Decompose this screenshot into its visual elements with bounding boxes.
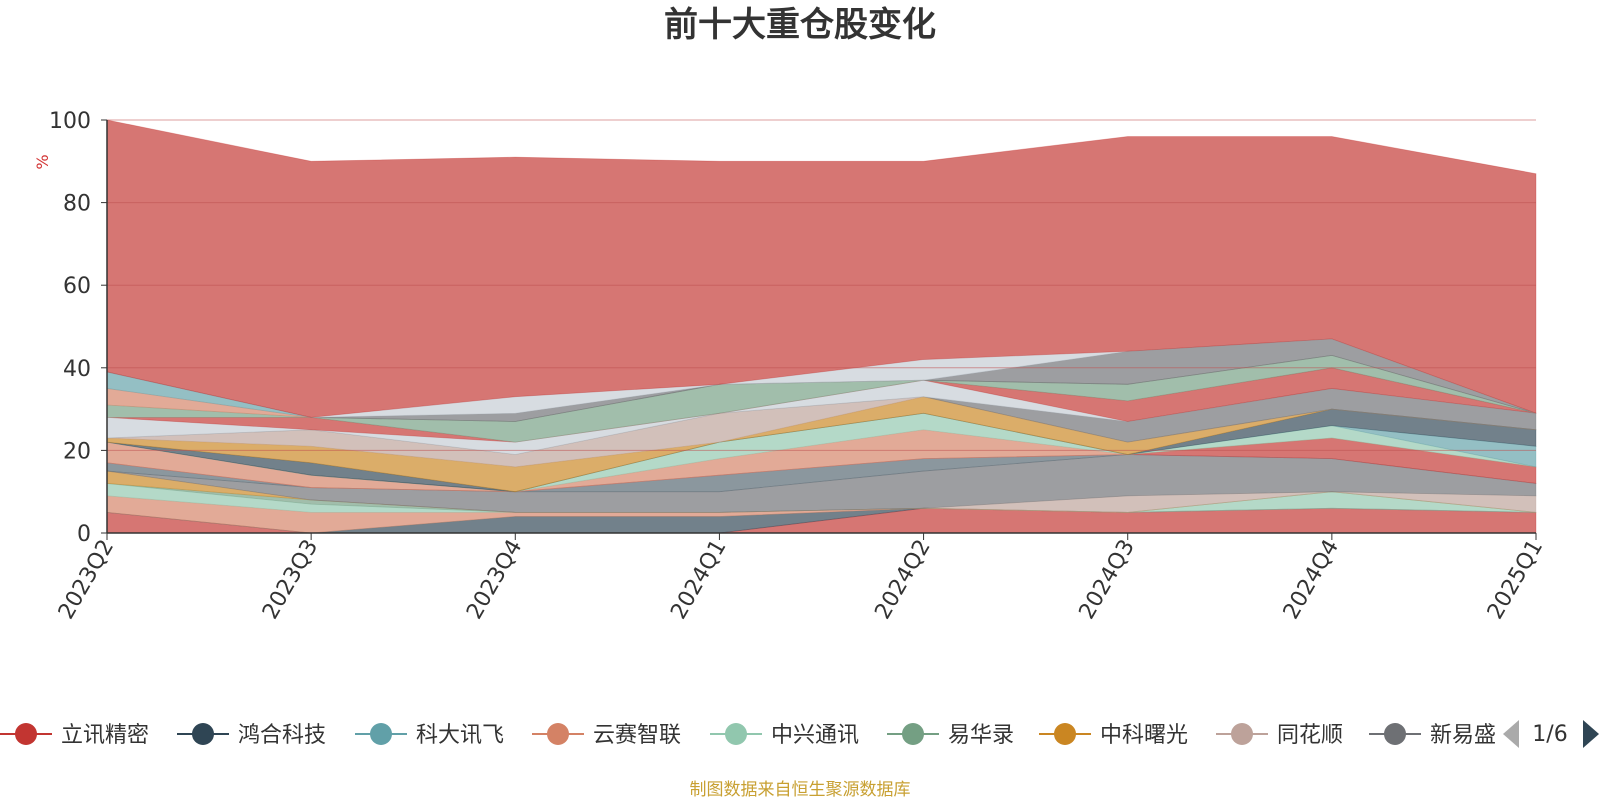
y-tick-label: 40 [63, 357, 91, 382]
legend-item[interactable]: 同花顺 [1216, 723, 1343, 748]
legend-label: 中科曙光 [1100, 723, 1188, 748]
x-tick-label: 2024Q3 [1075, 536, 1140, 624]
legend-item[interactable]: 鸿合科技 [177, 723, 326, 748]
legend-page-indicator: 1/6 [1532, 722, 1567, 747]
legend-marker-icon [15, 723, 37, 745]
area-series-27 [106, 119, 1537, 418]
legend-label: 科大讯飞 [416, 723, 504, 748]
x-tick-label: 2023Q2 [54, 536, 119, 624]
y-tick-label: 60 [63, 274, 91, 299]
legend-item[interactable]: 中科曙光 [1039, 723, 1188, 748]
legend-marker-icon [1384, 723, 1406, 745]
legend-item[interactable]: 易华录 [887, 723, 1014, 748]
legend-item[interactable]: 云赛智联 [532, 723, 681, 748]
grid-lines [107, 119, 1536, 451]
legend-item[interactable]: 立讯精密 [0, 723, 149, 748]
x-tick-label: 2025Q1 [1483, 536, 1548, 624]
legend-marker-icon [547, 723, 569, 745]
legend-marker-icon [902, 723, 924, 745]
y-tick-label: 100 [49, 109, 91, 134]
legend-marker-icon [370, 723, 392, 745]
y-tick-label: 0 [77, 522, 91, 547]
x-tick-label: 2023Q4 [462, 536, 527, 624]
legend-marker-icon [1054, 723, 1076, 745]
area-series-19 [106, 388, 1537, 455]
legend-marker-icon [725, 723, 747, 745]
legend-pager: 1/6 [1503, 720, 1599, 748]
area-series-16 [106, 408, 1537, 493]
y-tick-label: 20 [63, 439, 91, 464]
legend-marker-icon [1231, 723, 1253, 745]
y-tick-label: 80 [63, 192, 91, 217]
legend-label: 新易盛 [1430, 723, 1496, 748]
area-series-12 [106, 437, 1537, 493]
legend-label: 同花顺 [1277, 723, 1343, 748]
legend-item[interactable]: 科大讯飞 [355, 723, 504, 748]
legend-label: 易华录 [948, 723, 1014, 748]
x-tick-label: 2024Q1 [666, 536, 731, 624]
x-tick-label: 2024Q4 [1279, 536, 1344, 624]
y-axis-unit: % [33, 154, 52, 169]
legend-item[interactable]: 新易盛 [1369, 723, 1496, 748]
plot-area [106, 119, 1537, 534]
x-tick-label: 2023Q3 [258, 536, 323, 624]
x-tick-label: 2024Q2 [870, 536, 935, 624]
legend: 立讯精密 鸿合科技 科大讯飞 云赛智联 中兴通讯 易华录 中科曙光 同花顺 新易盛 [0, 723, 1496, 748]
legend-next-icon[interactable] [1583, 720, 1599, 748]
legend-prev-icon[interactable] [1503, 720, 1519, 748]
data-source-note: 制图数据来自恒生聚源数据库 [690, 780, 911, 800]
chart-title: 前十大重仓股变化 [664, 5, 936, 45]
legend-label: 中兴通讯 [771, 723, 859, 748]
legend-item[interactable]: 中兴通讯 [710, 723, 859, 748]
legend-label: 鸿合科技 [238, 723, 326, 748]
area-series-15 [106, 412, 1537, 493]
legend-label: 云赛智联 [593, 723, 681, 748]
legend-marker-icon [192, 723, 214, 745]
legend-label: 立讯精密 [61, 723, 149, 748]
